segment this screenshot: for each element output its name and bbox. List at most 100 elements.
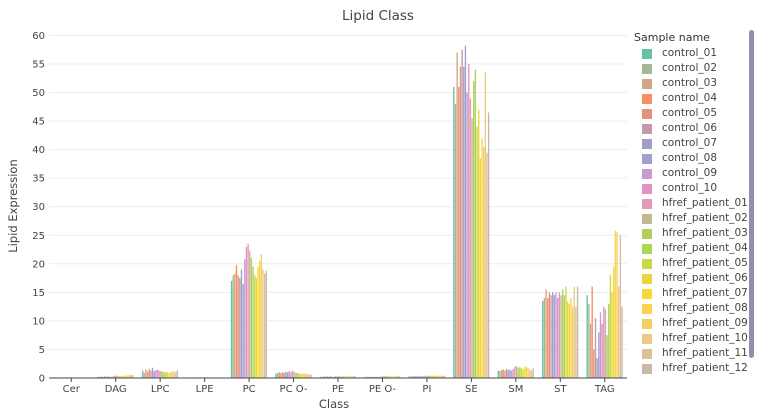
bar[interactable] — [156, 369, 159, 378]
bar[interactable] — [367, 376, 369, 378]
bar[interactable] — [515, 366, 518, 378]
bar[interactable] — [430, 375, 432, 378]
bar[interactable] — [509, 369, 511, 378]
bar[interactable] — [163, 372, 165, 378]
bar[interactable] — [351, 376, 353, 378]
legend-item[interactable]: control_06 — [634, 121, 750, 136]
bar[interactable] — [542, 300, 544, 378]
bar[interactable] — [532, 368, 534, 378]
bar[interactable] — [250, 258, 253, 378]
bar[interactable] — [240, 269, 243, 378]
bar[interactable] — [385, 376, 388, 378]
bar[interactable] — [109, 376, 111, 378]
bar[interactable] — [563, 295, 565, 378]
bar[interactable] — [520, 368, 523, 378]
bar[interactable] — [260, 254, 263, 378]
bar[interactable] — [114, 375, 116, 378]
bar[interactable] — [571, 306, 574, 378]
bar[interactable] — [497, 370, 499, 378]
bar[interactable] — [341, 376, 343, 378]
bar[interactable] — [619, 235, 622, 378]
bar[interactable] — [394, 376, 396, 378]
bar[interactable] — [395, 376, 398, 378]
bar[interactable] — [420, 376, 422, 378]
bar[interactable] — [369, 376, 371, 378]
bar[interactable] — [522, 368, 524, 378]
bar[interactable] — [165, 371, 167, 378]
legend-item[interactable]: control_10 — [634, 181, 750, 196]
legend-item[interactable]: control_07 — [634, 136, 750, 151]
bar[interactable] — [598, 332, 600, 378]
bar[interactable] — [591, 286, 593, 378]
bar[interactable] — [293, 371, 295, 378]
bar[interactable] — [453, 86, 455, 378]
bar[interactable] — [324, 376, 327, 378]
bar[interactable] — [291, 370, 294, 378]
legend-item[interactable]: control_01 — [634, 46, 750, 61]
bar[interactable] — [527, 367, 529, 378]
bar[interactable] — [384, 376, 386, 378]
bar[interactable] — [608, 303, 610, 378]
bar[interactable] — [399, 376, 401, 378]
bar[interactable] — [471, 118, 473, 379]
bar[interactable] — [613, 266, 615, 378]
bar[interactable] — [458, 86, 460, 378]
bar[interactable] — [487, 112, 490, 379]
bar[interactable] — [410, 376, 412, 378]
bar[interactable] — [575, 306, 577, 378]
bar[interactable] — [441, 375, 444, 378]
bar[interactable] — [499, 371, 501, 378]
bar[interactable] — [338, 376, 340, 378]
bar[interactable] — [310, 374, 312, 378]
bar[interactable] — [500, 370, 503, 378]
bar[interactable] — [257, 266, 259, 378]
bar[interactable] — [259, 260, 261, 378]
bar[interactable] — [112, 376, 114, 378]
legend-item[interactable]: hfref_patient_10 — [634, 331, 750, 346]
bar[interactable] — [171, 371, 174, 378]
bar[interactable] — [321, 376, 323, 378]
bar[interactable] — [510, 370, 513, 378]
bar[interactable] — [418, 376, 420, 378]
bar[interactable] — [370, 376, 373, 378]
bar[interactable] — [440, 375, 442, 378]
bar[interactable] — [334, 376, 337, 378]
bar[interactable] — [524, 367, 526, 378]
bar[interactable] — [609, 275, 612, 378]
bar[interactable] — [525, 366, 528, 378]
bar[interactable] — [364, 376, 366, 378]
bar[interactable] — [158, 370, 160, 378]
bar[interactable] — [329, 376, 332, 378]
bar[interactable] — [290, 372, 292, 378]
bar[interactable] — [421, 376, 424, 378]
bar[interactable] — [484, 72, 486, 378]
bar[interactable] — [596, 358, 598, 378]
bar[interactable] — [130, 375, 132, 378]
bar[interactable] — [346, 376, 348, 378]
bar[interactable] — [305, 374, 307, 378]
legend-scrollbar[interactable] — [749, 30, 754, 358]
bar[interactable] — [380, 376, 383, 378]
bar[interactable] — [428, 375, 430, 378]
bar[interactable] — [328, 376, 330, 378]
legend-item[interactable]: control_02 — [634, 61, 750, 76]
bar[interactable] — [573, 286, 575, 378]
bar[interactable] — [529, 369, 531, 378]
bar[interactable] — [104, 376, 106, 378]
bar[interactable] — [262, 269, 264, 378]
bar[interactable] — [593, 349, 595, 378]
bar[interactable] — [553, 295, 556, 378]
bar[interactable] — [339, 376, 342, 378]
bar[interactable] — [99, 376, 101, 378]
bar[interactable] — [443, 375, 445, 378]
bar[interactable] — [176, 370, 179, 378]
bar[interactable] — [296, 372, 299, 378]
bar[interactable] — [254, 275, 256, 378]
bar[interactable] — [459, 66, 462, 378]
bar[interactable] — [454, 103, 457, 378]
bar[interactable] — [249, 250, 251, 378]
bar[interactable] — [97, 376, 99, 378]
bar[interactable] — [263, 273, 266, 378]
bar[interactable] — [611, 292, 613, 378]
bar[interactable] — [155, 370, 157, 378]
